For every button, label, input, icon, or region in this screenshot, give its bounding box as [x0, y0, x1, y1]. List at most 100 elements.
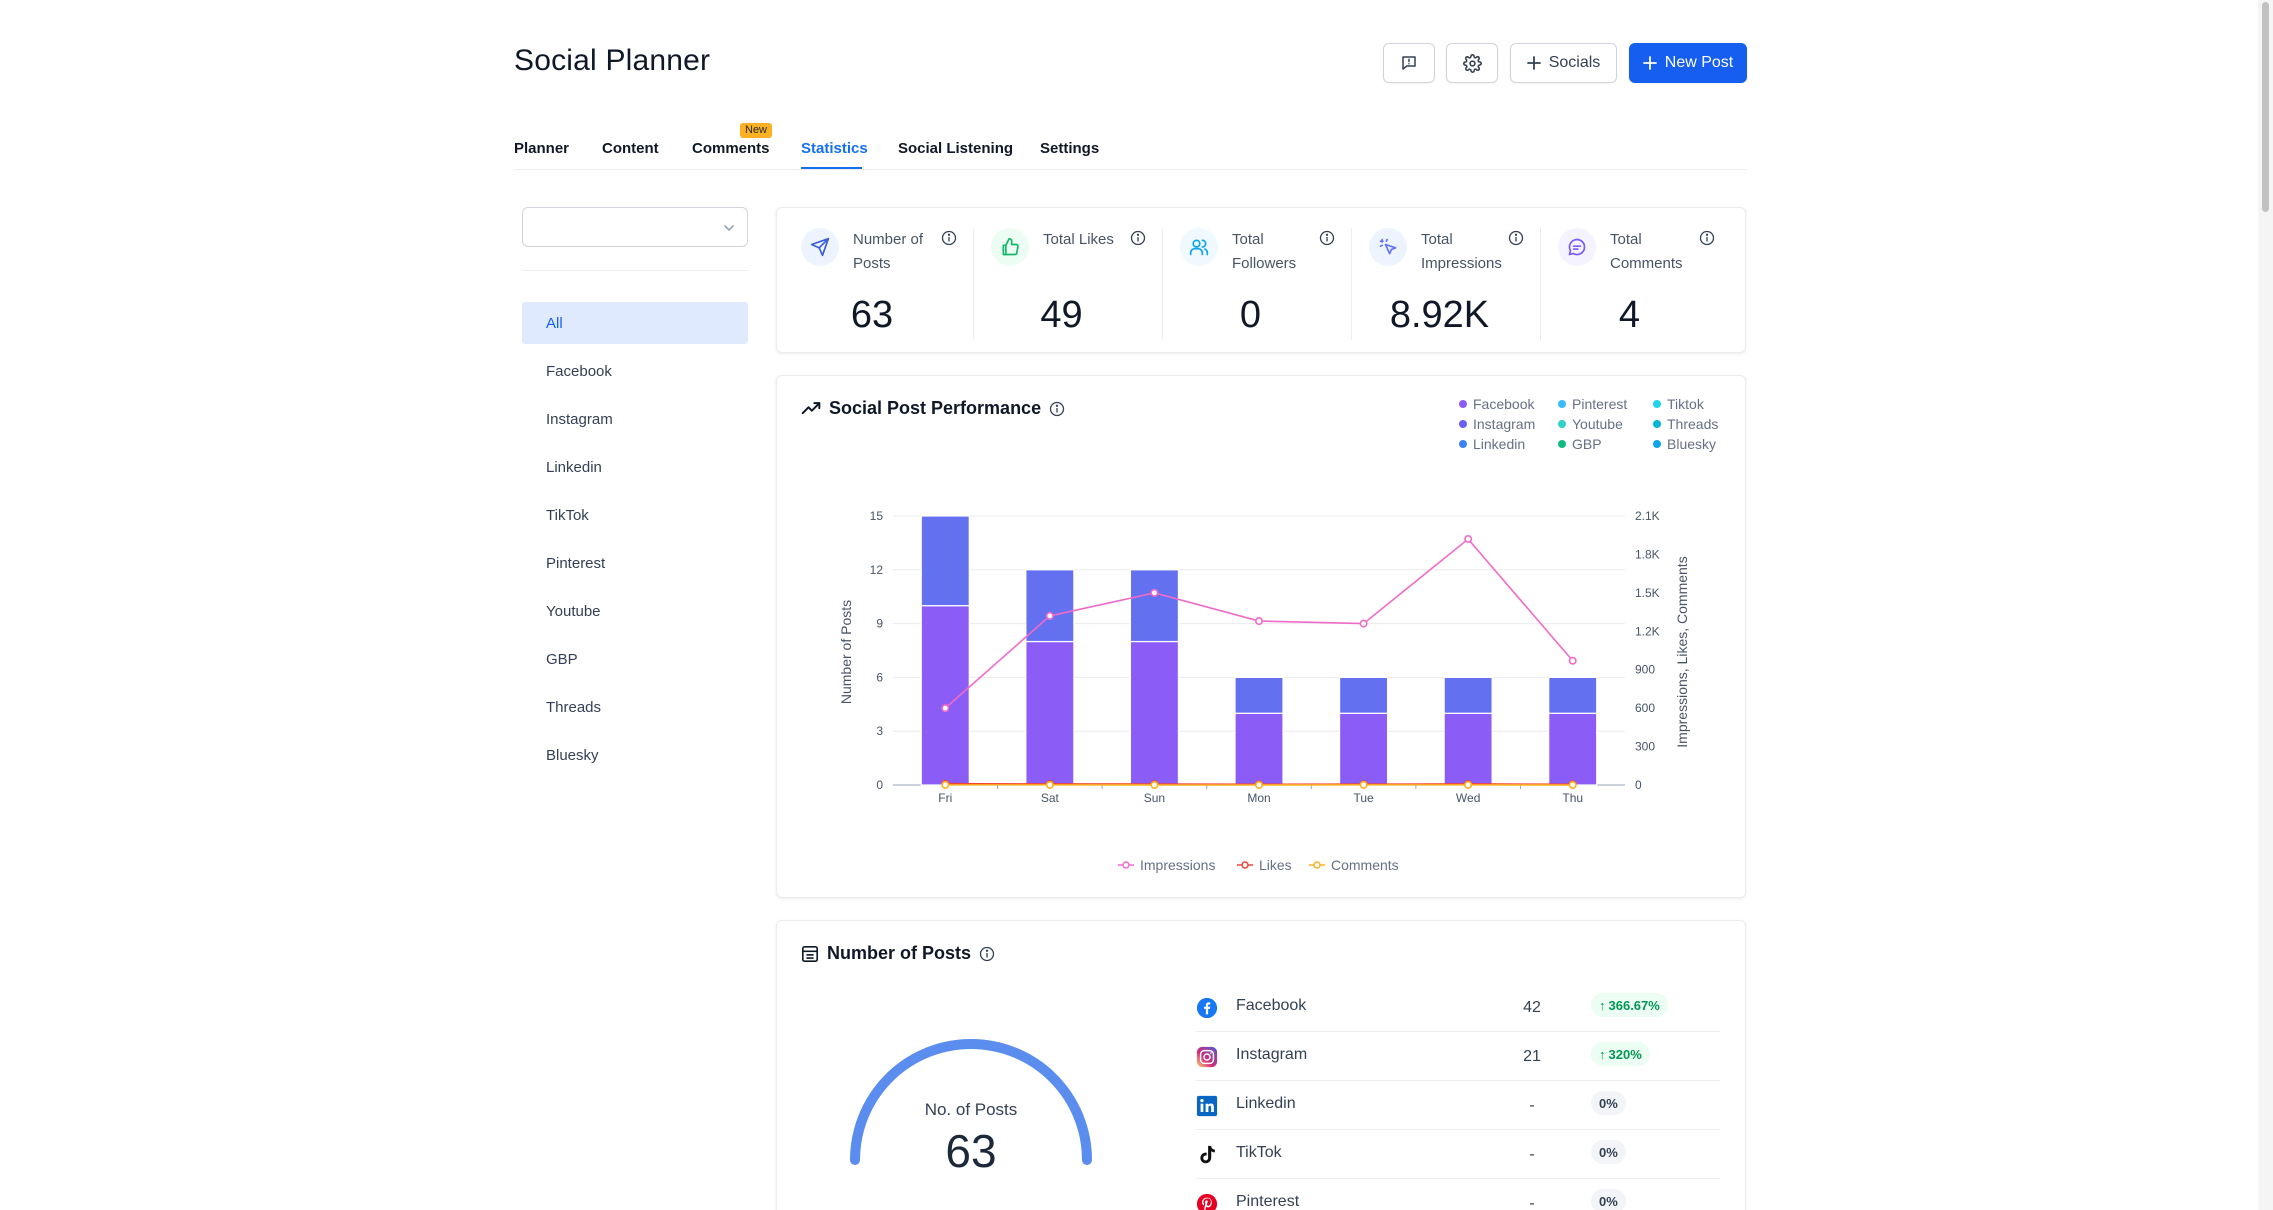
tab-social-listening[interactable]: Social Listening: [898, 140, 1014, 157]
plus-icon: [1642, 56, 1657, 70]
legend-item-bluesky[interactable]: Bluesky: [1653, 436, 1716, 452]
legend-item-tiktok[interactable]: Tiktok: [1653, 396, 1704, 412]
bar-facebook: [1338, 712, 1389, 786]
legend-dot: [1459, 440, 1467, 448]
feedback-button[interactable]: [1383, 43, 1435, 83]
point-impressions: [1359, 619, 1368, 628]
tab-content[interactable]: Content: [602, 140, 659, 157]
info-icon[interactable]: [1049, 401, 1065, 417]
bar-facebook: [920, 605, 970, 786]
account-select[interactable]: [522, 207, 748, 247]
sidebar-item-youtube[interactable]: Youtube: [546, 602, 601, 620]
sidebar-item-gbp[interactable]: GBP: [546, 650, 578, 668]
sidebar-item-tiktok[interactable]: TikTok: [546, 506, 589, 524]
sidebar-item-bluesky[interactable]: Bluesky: [546, 746, 599, 764]
change-badge: ↑ 366.67%: [1591, 993, 1668, 1017]
stat-value: 8.92K: [1389, 294, 1490, 336]
tab-settings[interactable]: Settings: [1040, 140, 1100, 157]
tab-planner[interactable]: Planner: [514, 140, 570, 157]
point-comments: [1464, 780, 1473, 789]
legend-item-pinterest[interactable]: Pinterest: [1558, 396, 1627, 412]
point-comments: [1045, 780, 1054, 789]
legend-item-facebook[interactable]: Facebook: [1459, 396, 1534, 412]
point-impressions: [1254, 617, 1263, 626]
scrollbar-thumb[interactable]: [2262, 2, 2269, 212]
stat-value: 63: [850, 294, 894, 336]
legend-item-comments[interactable]: Comments: [1309, 857, 1399, 873]
info-icon[interactable]: [1699, 230, 1715, 246]
change-value: 320%: [1608, 1046, 1642, 1062]
y-left-tick-label: 0: [876, 778, 883, 792]
x-tick-label: Tue: [1353, 791, 1374, 805]
send-icon: [801, 228, 839, 266]
users-icon: [1180, 228, 1218, 266]
settings-button[interactable]: [1446, 43, 1498, 83]
legend-item-youtube[interactable]: Youtube: [1558, 416, 1623, 432]
gauge-value: 63: [945, 1125, 997, 1177]
info-icon[interactable]: [1508, 230, 1524, 246]
row-name: TikTok: [1236, 1144, 1282, 1161]
plus-icon: [1526, 56, 1541, 70]
row-name: Facebook: [1236, 997, 1307, 1014]
stat-value: 0: [1239, 294, 1262, 336]
legend-item-likes[interactable]: Likes: [1237, 857, 1292, 873]
stat-value: 4: [1618, 294, 1641, 336]
sidebar-item-pinterest[interactable]: Pinterest: [546, 554, 606, 572]
sidebar-item-facebook[interactable]: Facebook: [546, 362, 612, 380]
sidebar-divider: [522, 270, 748, 271]
point-comments: [1150, 780, 1159, 789]
legend-item-linkedin[interactable]: Linkedin: [1459, 436, 1525, 452]
performance-chart: Number of Posts Impressions, Likes, Comm…: [838, 509, 1690, 805]
sidebar-item-threads[interactable]: Threads: [546, 698, 602, 716]
legend-item-gbp[interactable]: GBP: [1558, 436, 1602, 452]
sidebar-item-linkedin[interactable]: Linkedin: [546, 458, 602, 476]
pinterest-icon: [1196, 1193, 1218, 1210]
list-icon: [801, 945, 819, 962]
active-tab-indicator: [801, 167, 862, 169]
row-name: Instagram: [1236, 1046, 1308, 1063]
y-right-axis-title: Impressions, Likes, Comments: [1674, 556, 1690, 747]
page-scrollbar[interactable]: [2258, 0, 2273, 1210]
info-icon[interactable]: [1319, 230, 1335, 246]
legend-label: Comments: [1331, 857, 1399, 873]
y-right-tick-label: 600: [1635, 701, 1655, 715]
bar-instagram: [1548, 676, 1598, 714]
performance-title: Social Post Performance: [801, 398, 1065, 419]
legend-label: Facebook: [1473, 396, 1535, 412]
add-socials-button[interactable]: Socials: [1510, 43, 1617, 83]
gear-icon: [1462, 53, 1482, 73]
point-impressions: [1464, 535, 1473, 544]
stat-label: Total Impressions: [1421, 231, 1502, 272]
thumbs-up-icon: [991, 228, 1029, 266]
y-left-tick-label: 9: [876, 617, 883, 631]
new-post-button[interactable]: New Post: [1629, 43, 1747, 83]
legend-label: Threads: [1667, 416, 1719, 432]
legend-item-threads[interactable]: Threads: [1653, 416, 1718, 432]
y-left-tick-label: 12: [870, 563, 884, 577]
legend-dot: [1558, 400, 1566, 408]
legend-line-marker: [1309, 861, 1325, 869]
tab-statistics[interactable]: Statistics: [801, 140, 868, 157]
legend-label: Likes: [1259, 857, 1292, 873]
change-badge: 0%: [1591, 1189, 1626, 1210]
x-tick-label: Sat: [1041, 791, 1060, 805]
info-icon[interactable]: [979, 946, 995, 962]
legend-label: Linkedin: [1473, 436, 1526, 452]
tab-comments[interactable]: Comments: [692, 140, 770, 157]
legend-item-instagram[interactable]: Instagram: [1459, 416, 1535, 432]
trending-up-icon: [801, 401, 821, 414]
info-icon[interactable]: [941, 230, 957, 246]
posts-gauge: [850, 1039, 1092, 1165]
posts-row-facebook: Facebook 42 ↑ 366.67%: [1196, 983, 1720, 1032]
legend-line-marker: [1118, 861, 1134, 869]
posts-panel-title-text: Number of Posts: [827, 943, 972, 963]
sidebar-item-instagram[interactable]: Instagram: [546, 410, 613, 428]
sidebar-item-all[interactable]: All: [522, 302, 748, 344]
new-post-button-label: New Post: [1664, 54, 1734, 71]
info-icon[interactable]: [1130, 230, 1146, 246]
legend-dot: [1653, 420, 1661, 428]
legend-item-impressions[interactable]: Impressions: [1118, 857, 1215, 873]
cursor-click-icon: [1369, 228, 1407, 266]
stat-total-impressions: Total Impressions 8.92K: [1345, 208, 1534, 350]
legend-dot: [1653, 440, 1661, 448]
